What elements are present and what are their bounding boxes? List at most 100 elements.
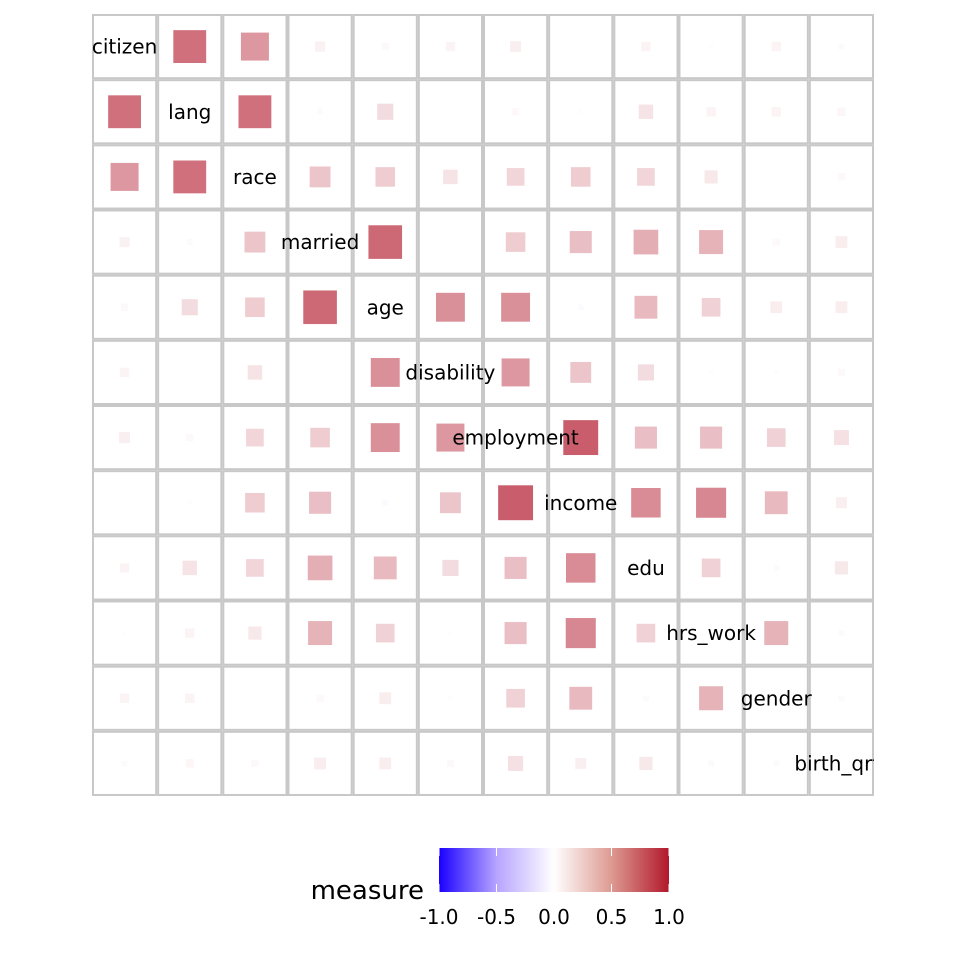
matrix-cell	[352, 665, 418, 731]
corr-square-lang-citizen	[108, 95, 141, 129]
corr-square-income-married	[309, 491, 332, 514]
variable-labels: citizen lang race married age disability emplo…	[92, 35, 874, 776]
corr-square-gender-edu	[642, 695, 649, 702]
corr-square-citizen-married	[314, 41, 326, 52]
matrix-cell	[548, 535, 614, 601]
corr-square-race-married	[309, 166, 331, 188]
matrix-cell	[743, 535, 809, 601]
corr-square-birth_qrtr-employment	[508, 755, 524, 771]
matrix-cell	[352, 274, 418, 340]
matrix-cell	[417, 209, 483, 275]
matrix-cell	[548, 274, 614, 340]
corr-square-age-income	[577, 304, 584, 311]
matrix-cell	[808, 535, 875, 601]
corr-square-birth_qrtr-citizen	[121, 760, 128, 767]
matrix-cell	[352, 470, 418, 536]
variable-label-race: race	[233, 165, 277, 189]
matrix-cell	[743, 470, 809, 536]
corr-square-gender-income	[569, 686, 593, 710]
corr-square-employment-disability	[436, 423, 465, 452]
matrix-cell	[287, 600, 353, 666]
matrix-cell	[743, 144, 809, 210]
matrix-cell	[613, 209, 679, 275]
corr-square-citizen-employment	[510, 41, 522, 53]
matrix-cell	[743, 274, 809, 340]
variable-label-age: age	[367, 295, 404, 319]
matrix-cell	[417, 600, 483, 666]
corr-square-hrs_work-citizen	[122, 631, 127, 636]
corr-square-race-citizen	[110, 162, 139, 191]
matrix-cell	[222, 144, 288, 210]
variable-label-hrs_work: hrs_work	[666, 621, 756, 645]
matrix-cell	[157, 665, 223, 731]
corr-square-age-gender	[770, 301, 783, 314]
matrix-cell	[157, 535, 223, 601]
matrix-cell	[678, 665, 744, 731]
matrix-cell	[287, 535, 353, 601]
corr-square-employment-lang	[186, 433, 194, 442]
corr-square-income-age	[382, 499, 389, 506]
matrix-cell	[548, 339, 614, 405]
corr-square-birth_qrtr-age	[379, 757, 392, 770]
corr-square-lang-married	[317, 108, 324, 115]
matrix-cell	[352, 730, 418, 797]
corr-square-edu-citizen	[119, 563, 130, 573]
corr-square-citizen-hrs_work	[709, 44, 714, 49]
corr-square-disability-employment	[501, 358, 530, 387]
matrix-cell	[287, 339, 353, 405]
corr-square-citizen-race	[240, 32, 269, 61]
corr-square-gender-citizen	[119, 693, 130, 703]
corr-square-married-edu	[633, 229, 659, 255]
legend-title: measure	[311, 876, 424, 906]
matrix-cell	[613, 14, 679, 80]
matrix-cell	[743, 600, 809, 666]
matrix-cell	[352, 535, 418, 601]
matrix-cell	[157, 470, 223, 536]
matrix-cell	[743, 14, 809, 80]
corr-square-hrs_work-employment	[504, 622, 527, 645]
matrix-cell	[613, 600, 679, 666]
matrix-cell	[483, 144, 549, 210]
matrix-cell	[548, 209, 614, 275]
matrix-cell	[613, 339, 679, 405]
matrix-cell	[92, 144, 158, 210]
corr-square-age-hrs_work	[701, 297, 721, 317]
matrix-cell	[808, 79, 875, 145]
corr-square-citizen-gender	[771, 41, 781, 52]
corr-square-hrs_work-edu	[636, 623, 656, 643]
legend-tick-label: 1.0	[653, 905, 685, 929]
corr-square-age-lang	[181, 299, 198, 316]
corr-square-employment-income	[563, 420, 599, 456]
matrix-cell	[222, 209, 288, 275]
corr-square-gender-disability	[448, 696, 453, 701]
matrix-cell	[678, 405, 744, 471]
corr-square-employment-age	[370, 423, 400, 453]
matrix-cell	[417, 144, 483, 210]
corr-square-edu-lang	[182, 560, 197, 576]
variable-label-married: married	[281, 230, 359, 254]
corr-square-age-disability	[435, 292, 465, 322]
matrix-cell	[92, 665, 158, 731]
legend-tick-label: -1.0	[419, 905, 458, 929]
corr-square-age-edu	[634, 295, 658, 319]
corr-square-citizen-birth_qrtr	[838, 43, 845, 50]
matrix-cell	[157, 144, 223, 210]
matrix-cell	[613, 665, 679, 731]
matrix-cell	[483, 470, 549, 536]
matrix-cell	[92, 535, 158, 601]
legend-tick-label: -0.5	[477, 905, 516, 929]
correlation-matrix: citizen lang race married age disability emplo…	[92, 14, 875, 797]
corr-square-hrs_work-race	[248, 626, 262, 640]
matrix-cell	[222, 535, 288, 601]
matrix-cell	[808, 665, 875, 731]
matrix-cell	[678, 14, 744, 80]
matrix-cell	[157, 600, 223, 666]
corr-square-edu-race	[246, 559, 264, 577]
corr-square-disability-gender	[774, 370, 779, 375]
matrix-cell	[548, 144, 614, 210]
corr-square-employment-gender	[766, 428, 786, 447]
corr-square-edu-disability	[442, 559, 459, 576]
corr-square-hrs_work-income	[565, 618, 596, 649]
matrix-cell	[678, 339, 744, 405]
